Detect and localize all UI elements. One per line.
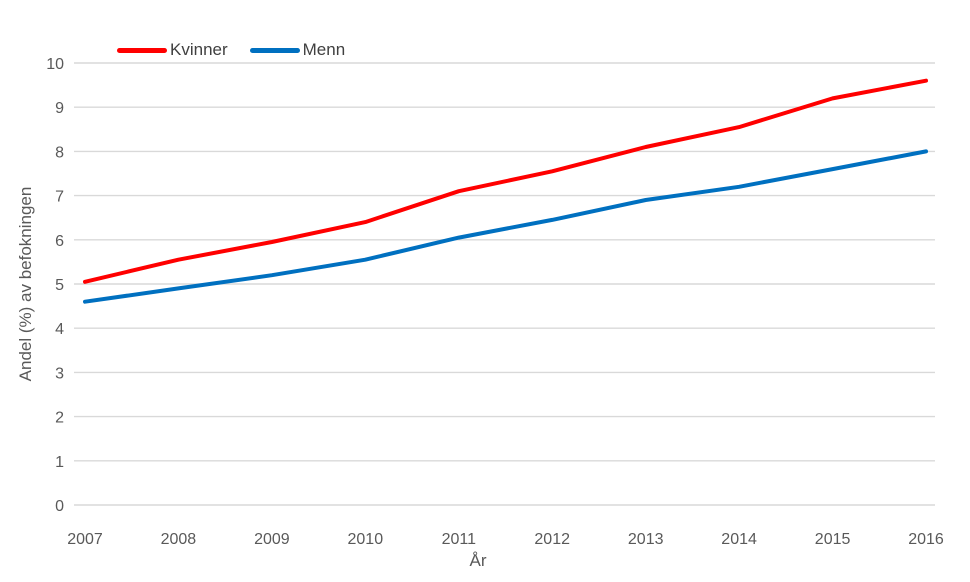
legend-item-kvinner: Kvinner: [117, 39, 228, 61]
x-tick-label: 2007: [67, 531, 103, 548]
x-tick-label: 2012: [534, 531, 570, 548]
y-tick-label: 3: [55, 365, 64, 382]
legend-item-menn: Menn: [249, 39, 346, 61]
chart-legend: Kvinner Menn: [117, 39, 345, 61]
series-line-menn: [83, 149, 928, 304]
x-tick-label: 2009: [254, 531, 290, 548]
y-tick-label: 4: [55, 321, 64, 338]
x-tick-label: 2013: [628, 531, 664, 548]
y-tick-label: 2: [55, 410, 64, 427]
y-tick-label: 6: [55, 233, 64, 250]
y-tick-label: 7: [55, 189, 64, 206]
y-tick-label: 10: [46, 56, 64, 73]
x-tick-label: 2008: [161, 531, 197, 548]
x-tick-label: 2011: [442, 531, 477, 548]
y-tick-label: 1: [55, 454, 64, 471]
x-tick-label: 2014: [721, 531, 757, 548]
y-tick-label: 9: [55, 100, 64, 117]
legend-label-kvinner: Kvinner: [170, 40, 228, 59]
x-tick-label: 2010: [348, 531, 384, 548]
y-tick-label: 5: [55, 277, 64, 294]
legend-label-menn: Menn: [302, 40, 346, 59]
x-tick-label: 2015: [815, 531, 851, 548]
series-line-kvinner: [83, 78, 928, 284]
legend-swatch-menn-line: [249, 47, 300, 53]
y-tick-label: 8: [55, 144, 64, 161]
x-tick-label: 2016: [908, 531, 944, 548]
x-axis-title: År: [469, 551, 487, 570]
legend-swatch-kvinner-line: [117, 47, 167, 53]
y-tick-label: 0: [55, 498, 64, 515]
